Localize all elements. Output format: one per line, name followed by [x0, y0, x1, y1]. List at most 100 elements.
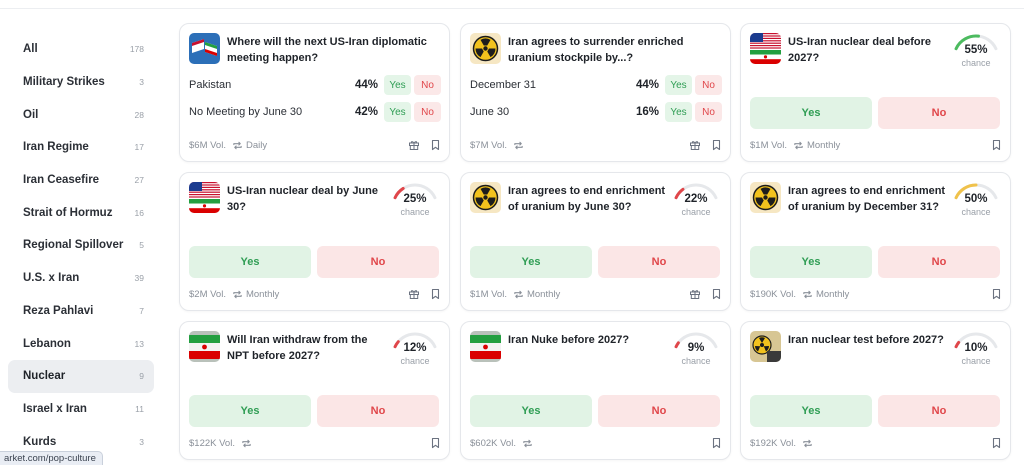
buy-yes-button[interactable]: Yes: [750, 97, 872, 129]
card-footer: $1M Vol. Monthly: [470, 287, 722, 301]
sidebar-item-nuclear[interactable]: Nuclear 9: [8, 359, 154, 393]
buy-no-button[interactable]: No: [878, 395, 1000, 427]
market-card[interactable]: Will Iran withdraw from the NPT before 2…: [179, 321, 450, 460]
sidebar-item-regional-spillover[interactable]: Regional Spillover 5: [8, 229, 154, 262]
top-divider: [0, 8, 1024, 9]
sidebar-item-oil[interactable]: Oil 28: [8, 98, 154, 131]
outcome-no-button[interactable]: No: [695, 75, 722, 95]
outcome-no-button[interactable]: No: [414, 102, 441, 122]
sidebar-item-count: 17: [134, 142, 144, 153]
bookmark-icon[interactable]: [430, 288, 441, 300]
market-card[interactable]: Iran agrees to end enrichment of uranium…: [460, 172, 731, 311]
market-card[interactable]: Iran agrees to end enrichment of uranium…: [740, 172, 1011, 311]
market-card[interactable]: US-Iran nuclear deal before 2027? 55% chan…: [740, 23, 1011, 162]
outcome-name: June 30: [470, 106, 510, 118]
sidebar-item-reza-pahlavi[interactable]: Reza Pahlavi 7: [8, 295, 154, 328]
market-title[interactable]: US-Iran nuclear deal by June 30?: [227, 185, 378, 213]
outcome-yes-button[interactable]: Yes: [384, 75, 411, 95]
buy-no-button[interactable]: No: [317, 246, 439, 278]
market-title[interactable]: Iran nuclear test before 2027?: [788, 334, 944, 346]
buy-no-button[interactable]: No: [878, 97, 1000, 129]
bookmark-icon[interactable]: [711, 288, 722, 300]
sidebar-item-kurds[interactable]: Kurds 3: [8, 425, 154, 458]
buy-no-button[interactable]: No: [598, 246, 720, 278]
outcome-yes-button[interactable]: Yes: [665, 102, 692, 122]
outcome-yes-button[interactable]: Yes: [665, 75, 692, 95]
bookmark-icon[interactable]: [991, 139, 1002, 151]
market-title[interactable]: Iran agrees to end enrichment of uranium…: [788, 185, 946, 213]
outcome-no-button[interactable]: No: [414, 75, 441, 95]
outcome-name: Pakistan: [189, 79, 232, 91]
outcome-row[interactable]: December 31 44% Yes No: [470, 74, 722, 96]
volume-label: $1M Vol.: [470, 288, 507, 300]
outcome-percent: 44%: [354, 79, 378, 91]
bookmark-icon[interactable]: [991, 288, 1002, 300]
buy-yes-button[interactable]: Yes: [750, 395, 872, 427]
recurrence-label: Daily: [245, 139, 268, 151]
buy-yes-button[interactable]: Yes: [189, 246, 311, 278]
bookmark-icon[interactable]: [430, 437, 441, 449]
market-title[interactable]: Will Iran withdraw from the NPT before 2…: [227, 334, 368, 362]
sidebar-item-lebanon[interactable]: Lebanon 13: [8, 327, 154, 360]
sidebar-item-strait-of-hormuz[interactable]: Strait of Hormuz 16: [8, 196, 154, 229]
buy-yes-button[interactable]: Yes: [470, 246, 592, 278]
category-sidebar: All 178 Military Strikes 3 Oil 28 Iran Regime 1…: [8, 33, 154, 458]
outcome-percent: 42%: [354, 106, 378, 118]
sidebar-item-iran-regime[interactable]: Iran Regime 17: [8, 131, 154, 164]
sidebar-item-military-strikes[interactable]: Military Strikes 3: [8, 66, 154, 99]
buy-yes-button[interactable]: Yes: [470, 395, 592, 427]
sidebar-item-count: 3: [139, 77, 144, 88]
bookmark-icon[interactable]: [711, 139, 722, 151]
buy-yes-button[interactable]: Yes: [189, 395, 311, 427]
radiation-icon: [470, 182, 501, 213]
chance-gauge: 10% chance: [951, 329, 1001, 369]
market-title[interactable]: Iran agrees to surrender enriched uraniu…: [508, 36, 684, 64]
sidebar-item-israel-x-iran[interactable]: Israel x Iran 11: [8, 393, 154, 426]
sidebar-item-iran-ceasefire[interactable]: Iran Ceasefire 27: [8, 164, 154, 197]
chance-gauge-fill: [393, 186, 405, 200]
repeat-icon: [232, 289, 243, 300]
sidebar-item-all[interactable]: All 178: [8, 33, 154, 66]
recurrence-label: Monthly: [806, 139, 841, 151]
market-card[interactable]: Where will the next US-Iran diplomatic m…: [179, 23, 450, 162]
nuclear-test-icon: [750, 331, 781, 362]
chance-percent: 22%: [684, 193, 708, 205]
buy-no-button[interactable]: No: [878, 246, 1000, 278]
bookmark-icon[interactable]: [430, 139, 441, 151]
buy-yes-button[interactable]: Yes: [750, 246, 872, 278]
chance-gauge: 55% chance: [951, 31, 1001, 71]
market-card[interactable]: Iran Nuke before 2027? 9% chance Yes No $602K…: [460, 321, 731, 460]
radiation-icon: [750, 182, 781, 213]
outcome-row[interactable]: Pakistan 44% Yes No: [189, 74, 441, 96]
gift-icon[interactable]: [408, 139, 420, 151]
market-card[interactable]: Iran nuclear test before 2027? 10% chance Y…: [740, 321, 1011, 460]
outcome-no-button[interactable]: No: [695, 102, 722, 122]
sidebar-item-label: Iran Regime: [23, 141, 89, 154]
market-card[interactable]: Iran agrees to surrender enriched uraniu…: [460, 23, 731, 162]
gift-icon[interactable]: [689, 139, 701, 151]
market-title[interactable]: US-Iran nuclear deal before 2027?: [788, 36, 932, 64]
chance-gauge: 50% chance: [951, 180, 1001, 220]
market-title[interactable]: Iran Nuke before 2027?: [508, 334, 630, 346]
repeat-icon: [802, 289, 813, 300]
chance-gauge-fill: [674, 187, 685, 200]
sidebar-item-count: 16: [134, 207, 144, 218]
bookmark-icon[interactable]: [991, 437, 1002, 449]
market-title[interactable]: Where will the next US-Iran diplomatic m…: [227, 36, 427, 64]
buy-no-button[interactable]: No: [317, 395, 439, 427]
market-card[interactable]: US-Iran nuclear deal by June 30? 25% chanc…: [179, 172, 450, 311]
iran-flag-icon: [189, 331, 220, 362]
chance-gauge: 25% chance: [390, 180, 440, 220]
outcome-yes-button[interactable]: Yes: [384, 102, 411, 122]
market-title[interactable]: Iran agrees to end enrichment of uranium…: [508, 185, 666, 213]
buy-no-button[interactable]: No: [598, 395, 720, 427]
volume-label: $602K Vol.: [470, 437, 516, 449]
bookmark-icon[interactable]: [711, 437, 722, 449]
outcome-row[interactable]: June 30 16% Yes No: [470, 101, 722, 123]
sidebar-item-u-s-x-iran[interactable]: U.S. x Iran 39: [8, 262, 154, 295]
gift-icon[interactable]: [689, 288, 701, 300]
outcome-row[interactable]: No Meeting by June 30 42% Yes No: [189, 101, 441, 123]
chance-percent: 25%: [403, 193, 427, 205]
gift-icon[interactable]: [408, 288, 420, 300]
us-iran-flags-icon: [189, 182, 220, 213]
